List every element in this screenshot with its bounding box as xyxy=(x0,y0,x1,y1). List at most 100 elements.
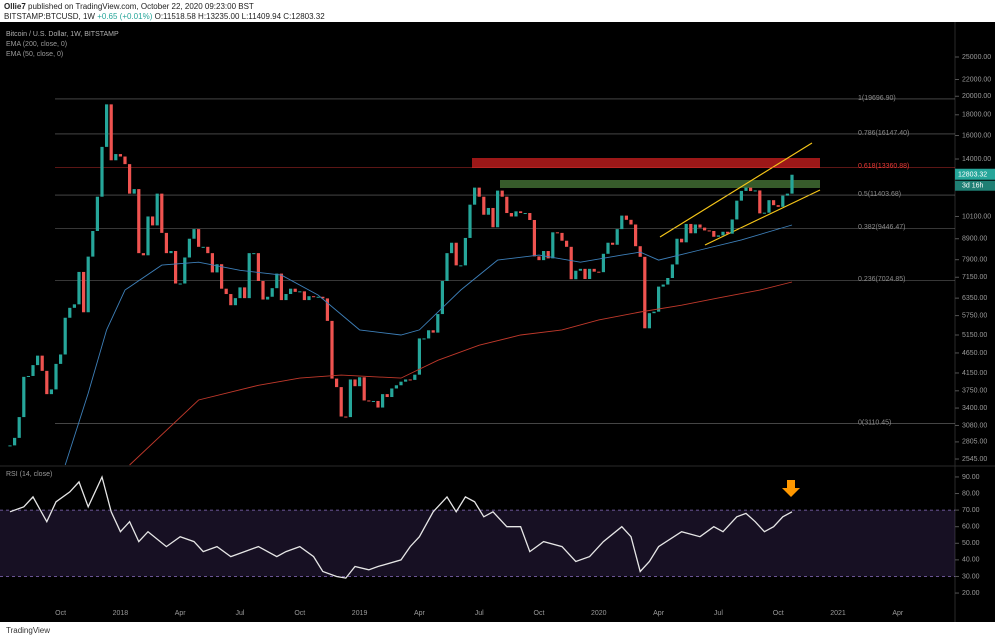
symbol: BITSTAMP:BTCUSD, 1W xyxy=(4,12,95,21)
candle-body xyxy=(252,253,256,255)
candle-body xyxy=(592,268,596,272)
candle-body xyxy=(390,388,394,398)
candle-body xyxy=(100,146,104,197)
resistance-zone xyxy=(472,158,820,168)
candle-body xyxy=(629,219,633,225)
x-tick-label: Jul xyxy=(475,610,484,617)
candle-body xyxy=(404,379,408,382)
fib-label: 0(3110.45) xyxy=(858,420,891,427)
candle-body xyxy=(335,378,339,388)
x-tick-label: Oct xyxy=(534,610,545,617)
candle-body xyxy=(224,288,228,295)
candle-body xyxy=(178,283,182,285)
y-tick-label: 30.00 xyxy=(962,573,980,580)
candle-body xyxy=(54,363,58,390)
candle-body xyxy=(91,230,95,257)
candle-body xyxy=(486,207,490,215)
candle-body xyxy=(615,229,619,245)
candle-body xyxy=(413,374,417,380)
y-tick-label: 80.00 xyxy=(962,490,980,497)
candle-body xyxy=(551,232,555,259)
x-tick-label: 2018 xyxy=(113,610,129,617)
line-series xyxy=(129,281,793,466)
line-series xyxy=(9,475,793,579)
candle-body xyxy=(555,232,559,234)
y-tick-label: 3750.00 xyxy=(962,388,987,395)
candle-body xyxy=(68,307,72,318)
fib-label: 0.5(11403.68) xyxy=(858,191,901,198)
candle-body xyxy=(716,235,720,237)
y-tick-label: 20000.00 xyxy=(962,93,991,100)
candle-body xyxy=(767,200,771,213)
candle-body xyxy=(468,204,472,238)
candle-body xyxy=(206,246,210,254)
candle-body xyxy=(496,190,500,228)
candle-body xyxy=(427,330,431,339)
x-tick-label: 2021 xyxy=(830,610,846,617)
candle-body xyxy=(744,187,748,191)
candle-body xyxy=(256,253,260,281)
candle-body xyxy=(86,256,90,313)
candle-body xyxy=(537,256,541,261)
candle-body xyxy=(431,330,435,333)
candle-body xyxy=(698,224,702,228)
fib-label: 0.236(7024.85) xyxy=(858,276,905,283)
y-tick-label: 25000.00 xyxy=(962,54,991,61)
candle-body xyxy=(229,294,233,306)
candle-body xyxy=(160,193,164,233)
candle-body xyxy=(588,268,592,279)
channel-upper xyxy=(659,142,813,238)
candle-body xyxy=(63,317,67,355)
background xyxy=(0,22,995,622)
candle-body xyxy=(758,190,762,214)
brand[interactable]: TradingView xyxy=(6,626,51,635)
candle-body xyxy=(210,253,214,273)
candle-body xyxy=(183,257,187,284)
candle-body xyxy=(385,394,389,398)
candle-body xyxy=(726,231,730,234)
candle-body xyxy=(371,400,375,402)
candle-body xyxy=(82,271,86,313)
candle-body xyxy=(703,227,707,231)
arrow-annotation xyxy=(782,480,800,497)
candle-body xyxy=(8,445,12,447)
candle-body xyxy=(330,320,334,379)
author[interactable]: Ollie7 xyxy=(4,2,26,11)
candle-body xyxy=(261,280,265,300)
last-price-badge xyxy=(955,168,995,180)
candle-body xyxy=(408,379,412,381)
candle-body xyxy=(321,296,325,299)
candle-body xyxy=(109,104,113,161)
candle-body xyxy=(316,296,320,298)
candle-body xyxy=(13,437,17,446)
candle-body xyxy=(652,311,656,314)
candle-body xyxy=(128,164,132,194)
fib-label: 1(19696.90) xyxy=(858,95,896,102)
candle-body xyxy=(22,376,26,418)
candle-body xyxy=(785,193,789,196)
candle-body xyxy=(192,229,196,239)
y-tick-label: 10100.00 xyxy=(962,213,991,220)
candle-body xyxy=(578,268,582,271)
candle-body xyxy=(454,242,458,266)
candle-body xyxy=(344,416,348,418)
channel-lower xyxy=(704,189,821,246)
y-tick-label: 7150.00 xyxy=(962,274,987,281)
candle-body xyxy=(174,251,178,284)
candle-body xyxy=(463,237,467,266)
candle-body xyxy=(114,154,118,161)
candle-body xyxy=(436,314,440,333)
candle-body xyxy=(707,230,711,232)
candle-body xyxy=(450,242,454,254)
candle-body xyxy=(26,375,30,377)
candle-body xyxy=(358,377,362,387)
candle-body xyxy=(749,187,753,192)
y-tick-label: 3080.00 xyxy=(962,422,987,429)
candle-body xyxy=(155,193,159,226)
candle-body xyxy=(17,417,21,438)
chart-title: Bitcoin / U.S. Dollar, 1W, BITSTAMP xyxy=(6,31,119,38)
y-tick-label: 40.00 xyxy=(962,557,980,564)
candle-body xyxy=(123,156,127,165)
candle-body xyxy=(36,355,40,366)
candle-body xyxy=(684,223,688,243)
